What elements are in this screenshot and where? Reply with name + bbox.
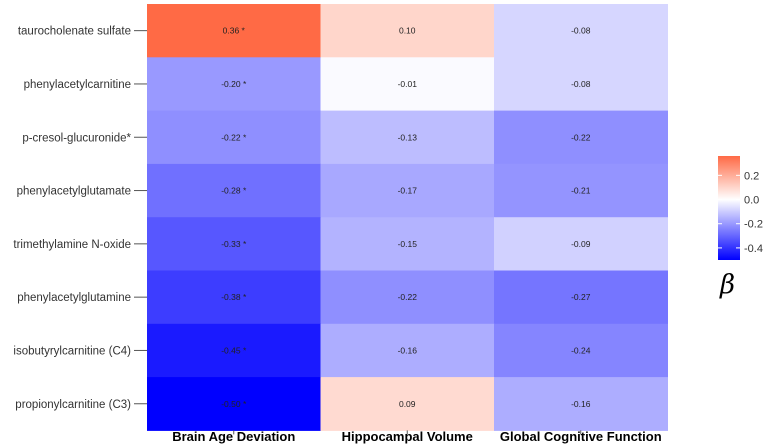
heatmap-cell <box>494 217 668 271</box>
heatmap-cells: 0.36 * 0.10 -0.08 -0.20 * -0.01 -0.08 -0.22 * -… <box>147 4 668 431</box>
row-label: taurocholenate sulfate <box>18 26 131 38</box>
cell-value-label: -0.28 * <box>221 186 247 196</box>
heatmap-cell <box>320 217 495 271</box>
legend-title: β <box>719 270 735 300</box>
legend-tick-label: 0.2 <box>744 170 759 182</box>
row-label: p-cresol-glucuronide* <box>22 132 131 144</box>
column-label: Hippocampal Volume <box>342 429 473 444</box>
cell-value-label: -0.09 <box>571 239 591 249</box>
cell-value-label: 0.09 <box>399 399 416 409</box>
cell-value-label: -0.16 <box>398 345 418 355</box>
heatmap-cell <box>320 323 495 378</box>
heatmap-cell <box>320 163 495 218</box>
heatmap-cell <box>147 4 321 58</box>
cell-value-label: -0.08 <box>571 79 591 89</box>
row-labels: taurocholenate sulfate phenylacetylcarnit… <box>13 26 147 411</box>
heatmap-cell <box>494 110 668 165</box>
legend-tick-label: -0.4 <box>744 243 763 255</box>
cell-value-label: -0.13 <box>398 132 418 142</box>
heatmap-cell <box>147 217 321 271</box>
heatmap-cell <box>320 377 495 431</box>
legend-tick-label: 0.0 <box>744 195 759 207</box>
cell-value-label: -0.38 * <box>221 292 247 302</box>
heatmap-cell <box>147 110 321 165</box>
row-label: phenylacetylcarnitine <box>24 79 131 91</box>
legend-tick-label: -0.2 <box>744 219 763 231</box>
legend-color-bar <box>718 156 740 260</box>
column-label: Global Cognitive Function <box>500 429 662 444</box>
cell-value-label: -0.22 <box>398 292 418 302</box>
cell-value-label: -0.50 * <box>221 399 247 409</box>
heatmap-cell <box>320 270 495 325</box>
cell-value-label: 0.10 <box>399 26 416 36</box>
cell-value-label: -0.15 <box>398 239 418 249</box>
row-label: phenylacetylglutamate <box>17 186 131 198</box>
cell-value-label: -0.17 <box>398 186 418 196</box>
cell-value-label: -0.27 <box>571 292 591 302</box>
row-label: phenylacetylglutamine <box>17 292 131 304</box>
cell-value-label: -0.16 <box>571 399 591 409</box>
column-labels: Brain Age Deviation Hippocampal Volume Glo… <box>172 429 661 444</box>
heatmap-cell <box>147 323 321 378</box>
row-label: isobutyrylcarnitine (C4) <box>13 345 131 357</box>
cell-value-label: -0.45 * <box>221 345 247 355</box>
column-label: Brain Age Deviation <box>172 429 295 444</box>
heatmap-cell <box>320 4 495 58</box>
heatmap-cell <box>320 57 495 112</box>
heatmap-cell <box>494 57 668 112</box>
heatmap-cell <box>147 57 321 112</box>
heatmap-cell <box>147 377 321 431</box>
cell-value-label: -0.01 <box>398 79 418 89</box>
cell-value-label: -0.22 <box>571 132 591 142</box>
heatmap-cell <box>320 110 495 165</box>
heatmap-cell <box>494 270 668 325</box>
cell-value-label: -0.08 <box>571 26 591 36</box>
heatmap-cell <box>147 163 321 218</box>
cell-value-label: 0.36 * <box>223 26 246 36</box>
cell-value-label: -0.24 <box>571 345 591 355</box>
heatmap-cell <box>494 377 668 431</box>
row-label: trimethylamine N-oxide <box>13 239 131 251</box>
color-legend: 0.2 0.0 -0.2 -0.4 β <box>718 156 763 300</box>
heatmap-cell <box>494 323 668 378</box>
legend-ticks: 0.2 0.0 -0.2 -0.4 <box>718 170 763 255</box>
heatmap-cell <box>494 4 668 58</box>
cell-value-label: -0.33 * <box>221 239 247 249</box>
cell-value-label: -0.21 <box>571 186 591 196</box>
heatmap-cell <box>147 270 321 325</box>
heatmap-cell <box>494 163 668 218</box>
cell-value-label: -0.20 * <box>221 79 247 89</box>
row-label: propionylcarnitine (C3) <box>15 399 131 411</box>
cell-value-label: -0.22 * <box>221 132 247 142</box>
